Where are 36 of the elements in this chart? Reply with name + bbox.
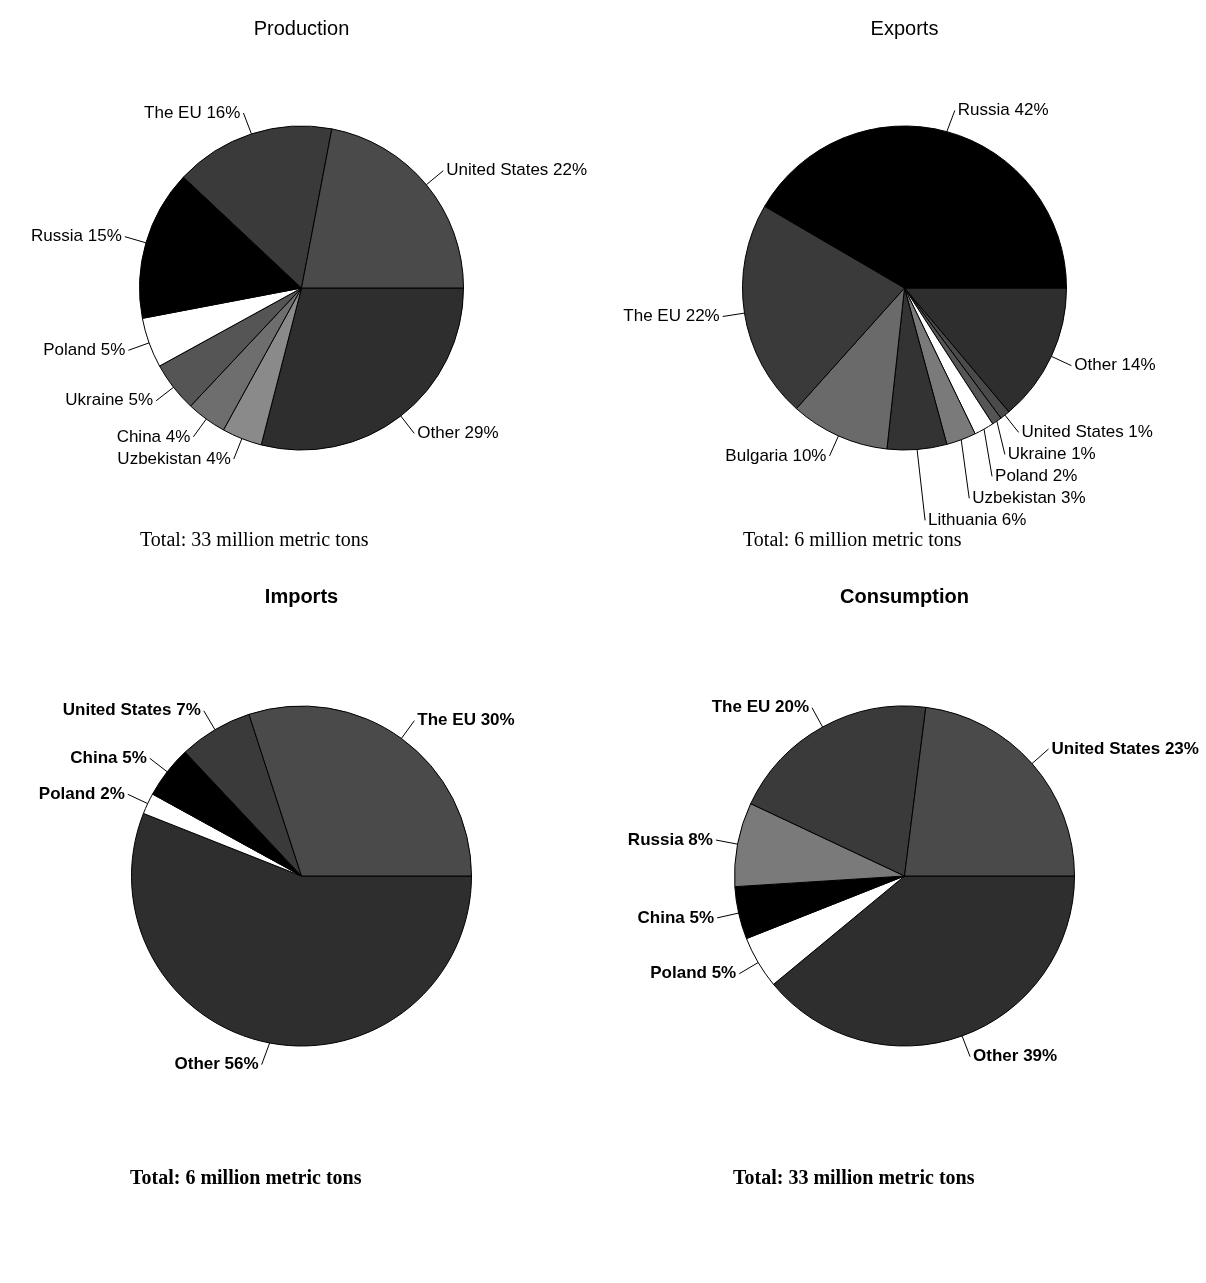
chart-title: Imports bbox=[263, 584, 340, 609]
slice-label: China 4% bbox=[116, 426, 191, 446]
text: Total: 6 million metric tons bbox=[129, 1166, 363, 1190]
text: Total: 33 million metric tons bbox=[139, 528, 370, 552]
slice-label: Uzbekistan 4% bbox=[117, 448, 231, 468]
slice-label: United States 7% bbox=[62, 700, 201, 720]
slice-label: China 5% bbox=[70, 748, 147, 768]
slice-label: Lithuania 6% bbox=[928, 510, 1027, 530]
slice-label: Poland 2% bbox=[995, 466, 1078, 486]
slice-label: The EU 16% bbox=[144, 102, 241, 122]
slice-label: Uzbekistan 3% bbox=[972, 488, 1086, 508]
slice-label: The EU 20% bbox=[711, 697, 809, 717]
slice-label: Poland 2% bbox=[38, 783, 125, 803]
slice-label: United States 22% bbox=[446, 160, 588, 180]
slice-label: Russia 42% bbox=[957, 100, 1049, 120]
slice-label: Poland 5% bbox=[650, 963, 737, 983]
slice-label: Russia 15% bbox=[31, 226, 122, 246]
slice-label: The EU 22% bbox=[623, 306, 720, 326]
slice-label: United States 1% bbox=[1021, 422, 1153, 442]
slice-label: Other 29% bbox=[417, 423, 499, 443]
slice-label: Other 14% bbox=[1074, 355, 1156, 375]
text: Total: 6 million metric tons bbox=[742, 528, 963, 552]
chart-title: Production bbox=[252, 16, 351, 41]
chart-title: Exports bbox=[869, 16, 940, 41]
chart-title: Consumption bbox=[839, 584, 970, 609]
slice-label: Bulgaria 10% bbox=[725, 445, 827, 465]
slice-label: Ukraine 1% bbox=[1007, 444, 1096, 464]
slice-label: Other 39% bbox=[973, 1046, 1058, 1066]
slice-label: Other 56% bbox=[174, 1054, 259, 1074]
slice-label: Ukraine 5% bbox=[65, 390, 154, 410]
text: Total: 33 million metric tons bbox=[732, 1166, 976, 1190]
slice-label: The EU 30% bbox=[417, 710, 515, 730]
slice-label: China 5% bbox=[637, 907, 715, 927]
slice-label: Poland 5% bbox=[43, 340, 126, 360]
slice-label: Russia 8% bbox=[627, 829, 713, 849]
slice-label: United States 23% bbox=[1051, 738, 1199, 758]
